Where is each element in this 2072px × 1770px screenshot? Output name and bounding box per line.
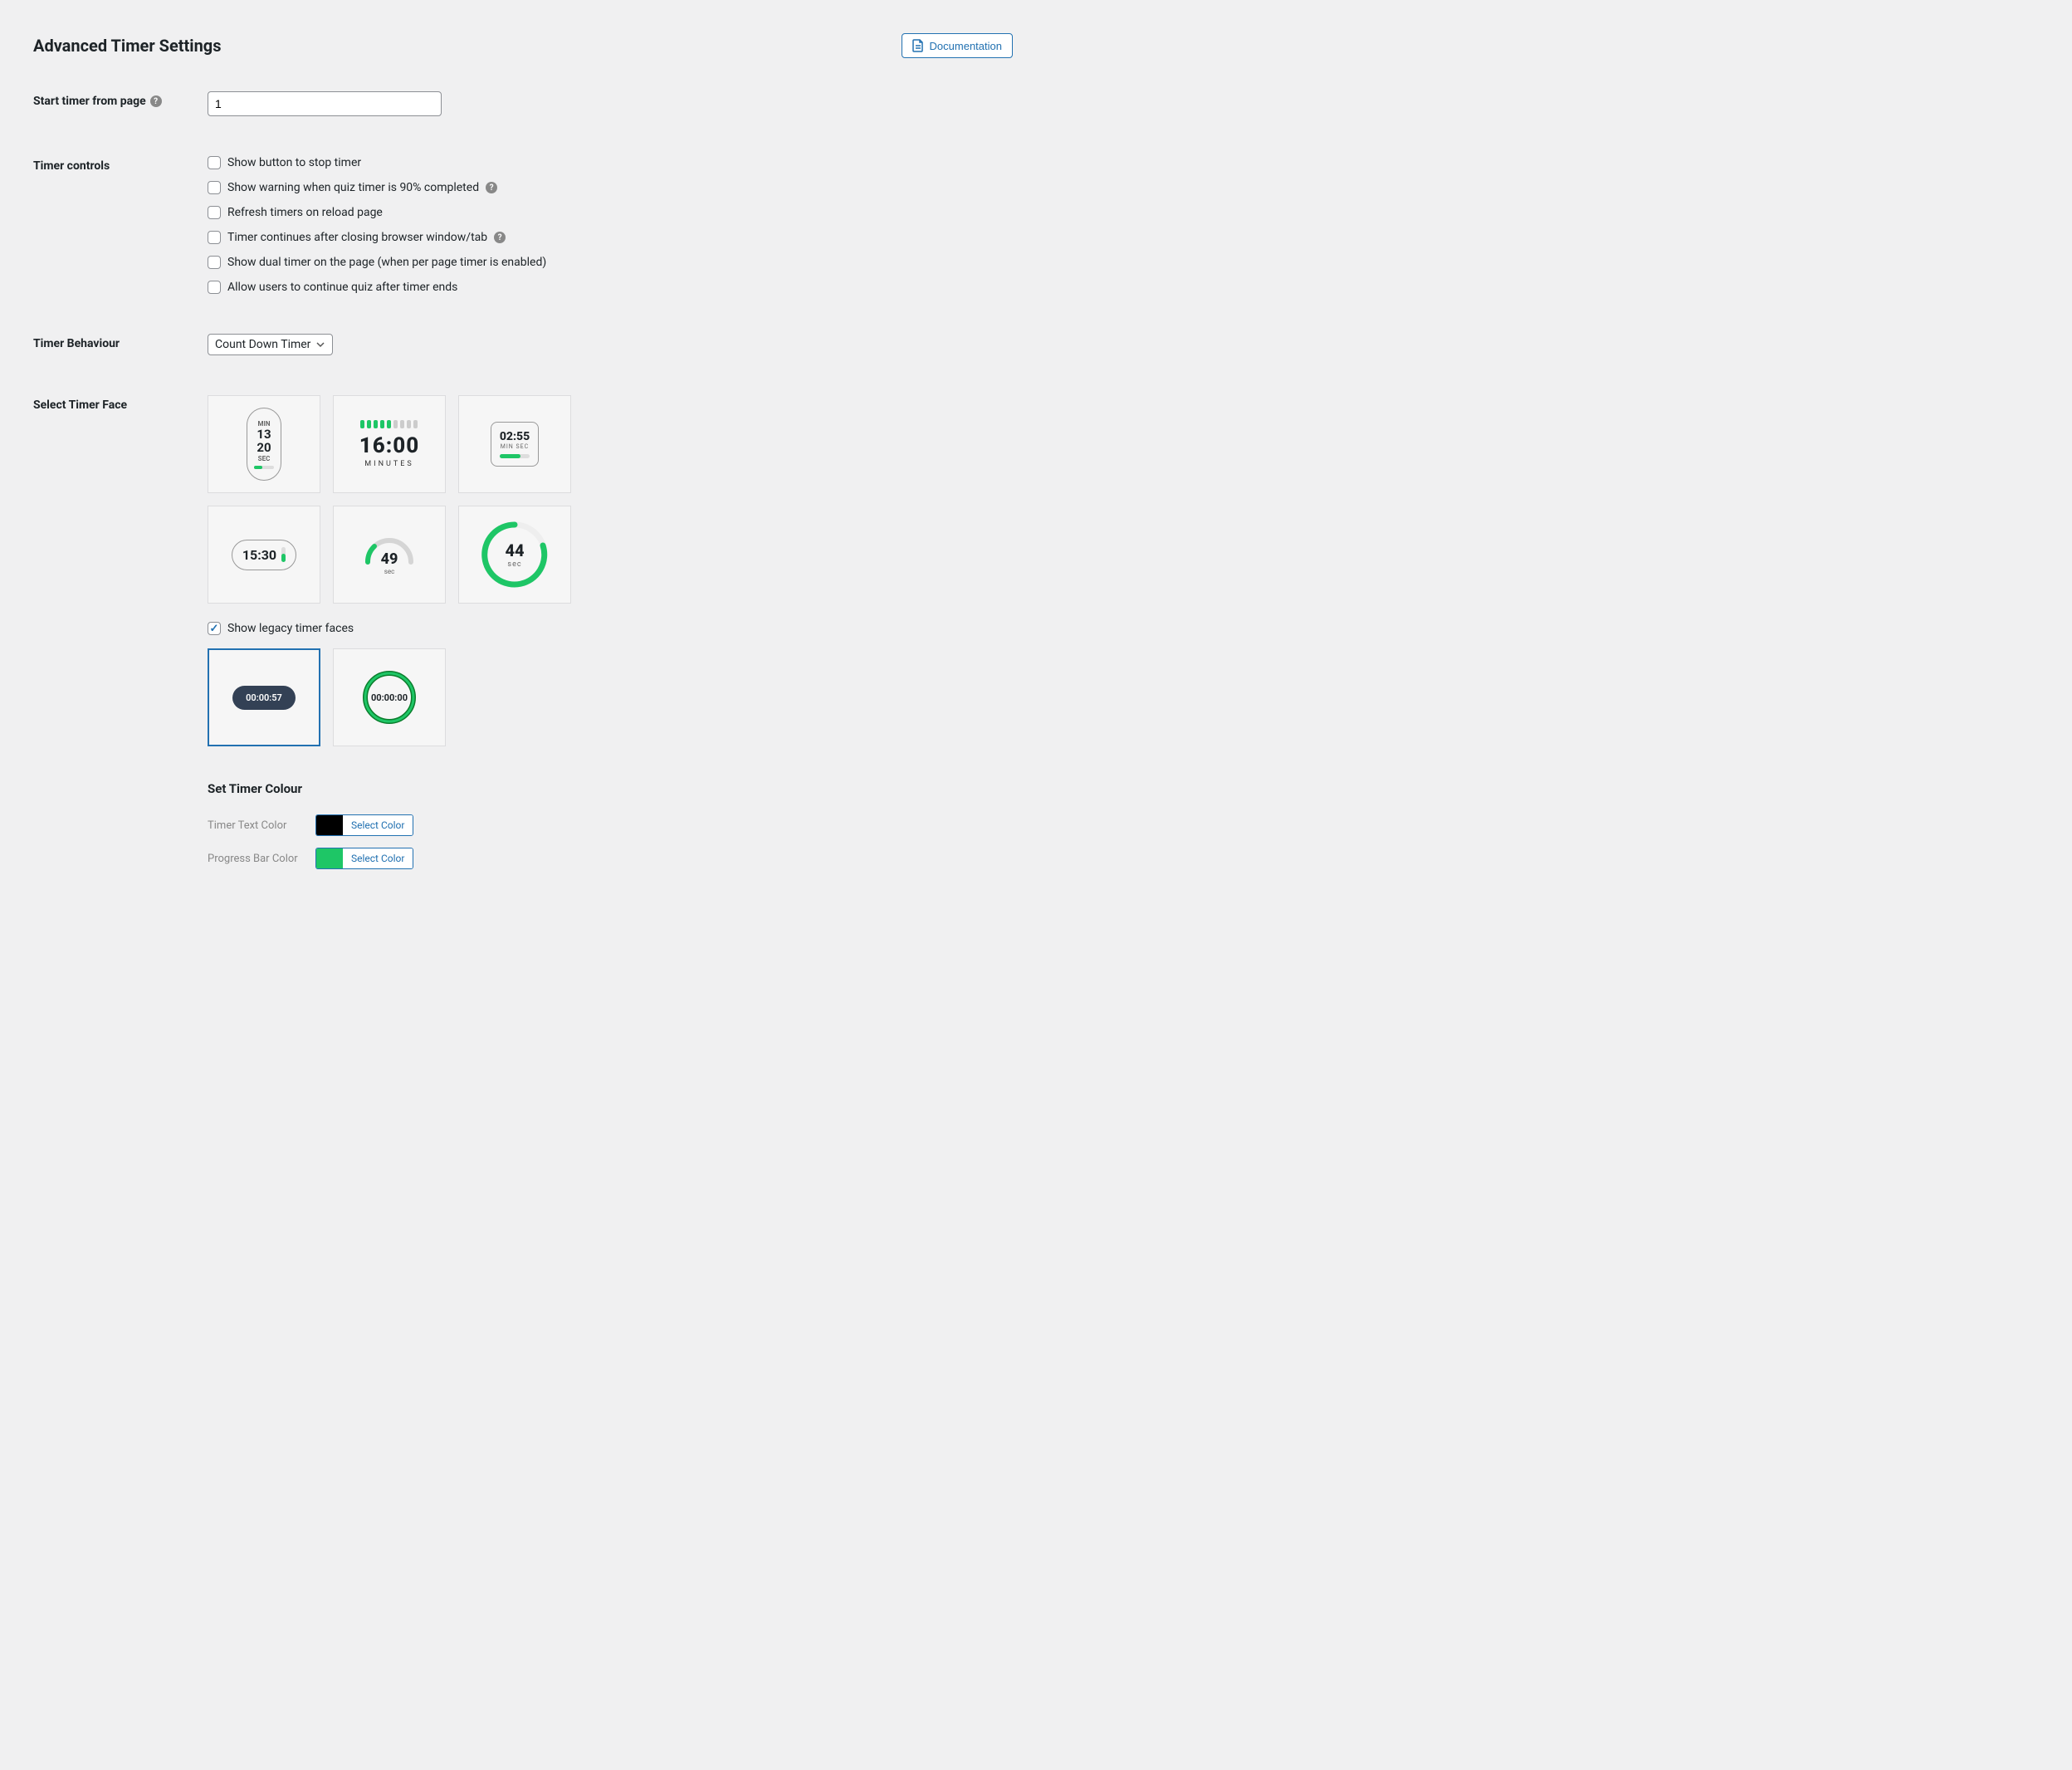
legacy-faces-checkbox[interactable] <box>208 622 221 635</box>
help-icon[interactable]: ? <box>150 95 162 107</box>
set-colour-heading: Set Timer Colour <box>208 781 1013 796</box>
document-icon <box>912 39 924 52</box>
legacy-faces-label: Show legacy timer faces <box>227 622 354 635</box>
documentation-button[interactable]: Documentation <box>902 33 1013 58</box>
timer-face-1[interactable]: MIN 13 20 SEC <box>208 395 320 493</box>
timer-control-label: Show dual timer on the page (when per pa… <box>227 256 546 269</box>
timer-control-label: Show warning when quiz timer is 90% comp… <box>227 181 479 194</box>
color-swatch-icon <box>316 848 343 868</box>
timer-control-checkbox-1[interactable] <box>208 181 221 194</box>
timer-control-label: Show button to stop timer <box>227 156 361 169</box>
timer-behaviour-label: Timer Behaviour <box>33 334 208 350</box>
timer-face-legacy-2[interactable]: 00:00:00 <box>333 648 446 746</box>
timer-face-4[interactable]: 15:30 <box>208 506 320 604</box>
timer-control-checkbox-2[interactable] <box>208 206 221 219</box>
help-icon[interactable]: ? <box>486 182 497 193</box>
timer-face-legacy-1[interactable]: 00:00:57 <box>208 648 320 746</box>
timer-face-3[interactable]: 02:55 MIN SEC <box>458 395 571 493</box>
timer-behaviour-select[interactable]: Count Down Timer <box>208 334 333 355</box>
page-title: Advanced Timer Settings <box>33 36 221 56</box>
progress-bar-icon <box>254 466 274 469</box>
select-color-button: Select Color <box>343 815 413 835</box>
timer-face-2[interactable]: 16:00 MINUTES <box>333 395 446 493</box>
timer-face-5[interactable]: 49 sec <box>333 506 446 604</box>
arc-icon <box>361 534 418 565</box>
color-label: Timer Text Color <box>208 819 305 832</box>
timer-control-checkbox-4[interactable] <box>208 256 221 269</box>
timer-control-checkbox-5[interactable] <box>208 281 221 294</box>
start-from-page-label: Start timer from page ? <box>33 91 208 108</box>
timer-face-6[interactable]: 44 sec <box>458 506 571 604</box>
select-color-button: Select Color <box>343 848 413 868</box>
progress-bars-icon <box>359 420 420 428</box>
timer-controls-label: Timer controls <box>33 156 208 173</box>
chevron-down-icon <box>315 340 325 350</box>
timer-control-checkbox-0[interactable] <box>208 156 221 169</box>
start-from-page-input[interactable] <box>208 91 442 116</box>
select-face-label: Select Timer Face <box>33 395 208 412</box>
progress-bar-icon <box>500 454 530 458</box>
color-picker-1[interactable]: Select Color <box>315 848 413 869</box>
timer-control-label: Allow users to continue quiz after timer… <box>227 281 457 294</box>
color-label: Progress Bar Color <box>208 853 305 865</box>
circle-progress-icon <box>478 518 551 591</box>
color-picker-0[interactable]: Select Color <box>315 814 413 836</box>
color-swatch-icon <box>316 815 343 835</box>
circle-ring-icon <box>360 668 418 726</box>
timer-control-label: Refresh timers on reload page <box>227 206 383 219</box>
progress-tube-icon <box>281 547 286 562</box>
timer-control-checkbox-3[interactable] <box>208 231 221 244</box>
help-icon[interactable]: ? <box>494 232 506 243</box>
timer-control-label: Timer continues after closing browser wi… <box>227 231 487 244</box>
